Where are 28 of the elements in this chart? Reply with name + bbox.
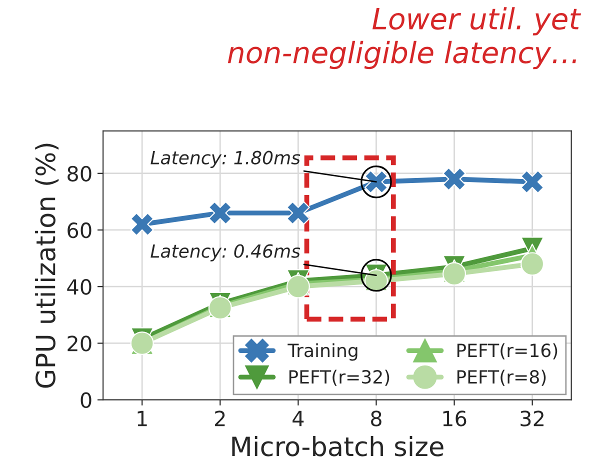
legend-label: PEFT(r=8) [457,370,546,386]
point [442,262,466,286]
legend-label: PEFT(r=16) [457,343,558,360]
y-tick-label: 80 [68,166,92,182]
x-axis-title: Micro-batch size [232,436,444,456]
y-tick-label: 60 [68,222,92,238]
x-tick-label: 8 [371,410,382,426]
chart-title: Lower util. yet non-negligible latency… [228,7,582,70]
point [442,167,466,191]
x-tick-label: 4 [292,410,304,426]
point [286,274,310,298]
annotation: Latency: 1.80ms [150,150,300,168]
point [520,170,544,194]
point [520,252,544,276]
point [130,212,154,236]
legend-label: Training [288,343,358,361]
x-tick-label: 2 [215,410,225,426]
point [208,201,232,225]
y-tick-label: 40 [67,279,92,295]
point [286,201,310,225]
x-tick-label: 1 [138,410,147,426]
y-tick-label: 0 [80,392,92,408]
annotation: Latency: 0.46ms [150,244,300,262]
y-axis-title: GPU utilization (%) [35,144,59,388]
y-tick-label: 20 [68,336,92,352]
x-tick-label: 32 [520,410,544,426]
legend-label: PEFT(r=32) [289,370,390,386]
x-tick-label: 16 [443,410,466,426]
